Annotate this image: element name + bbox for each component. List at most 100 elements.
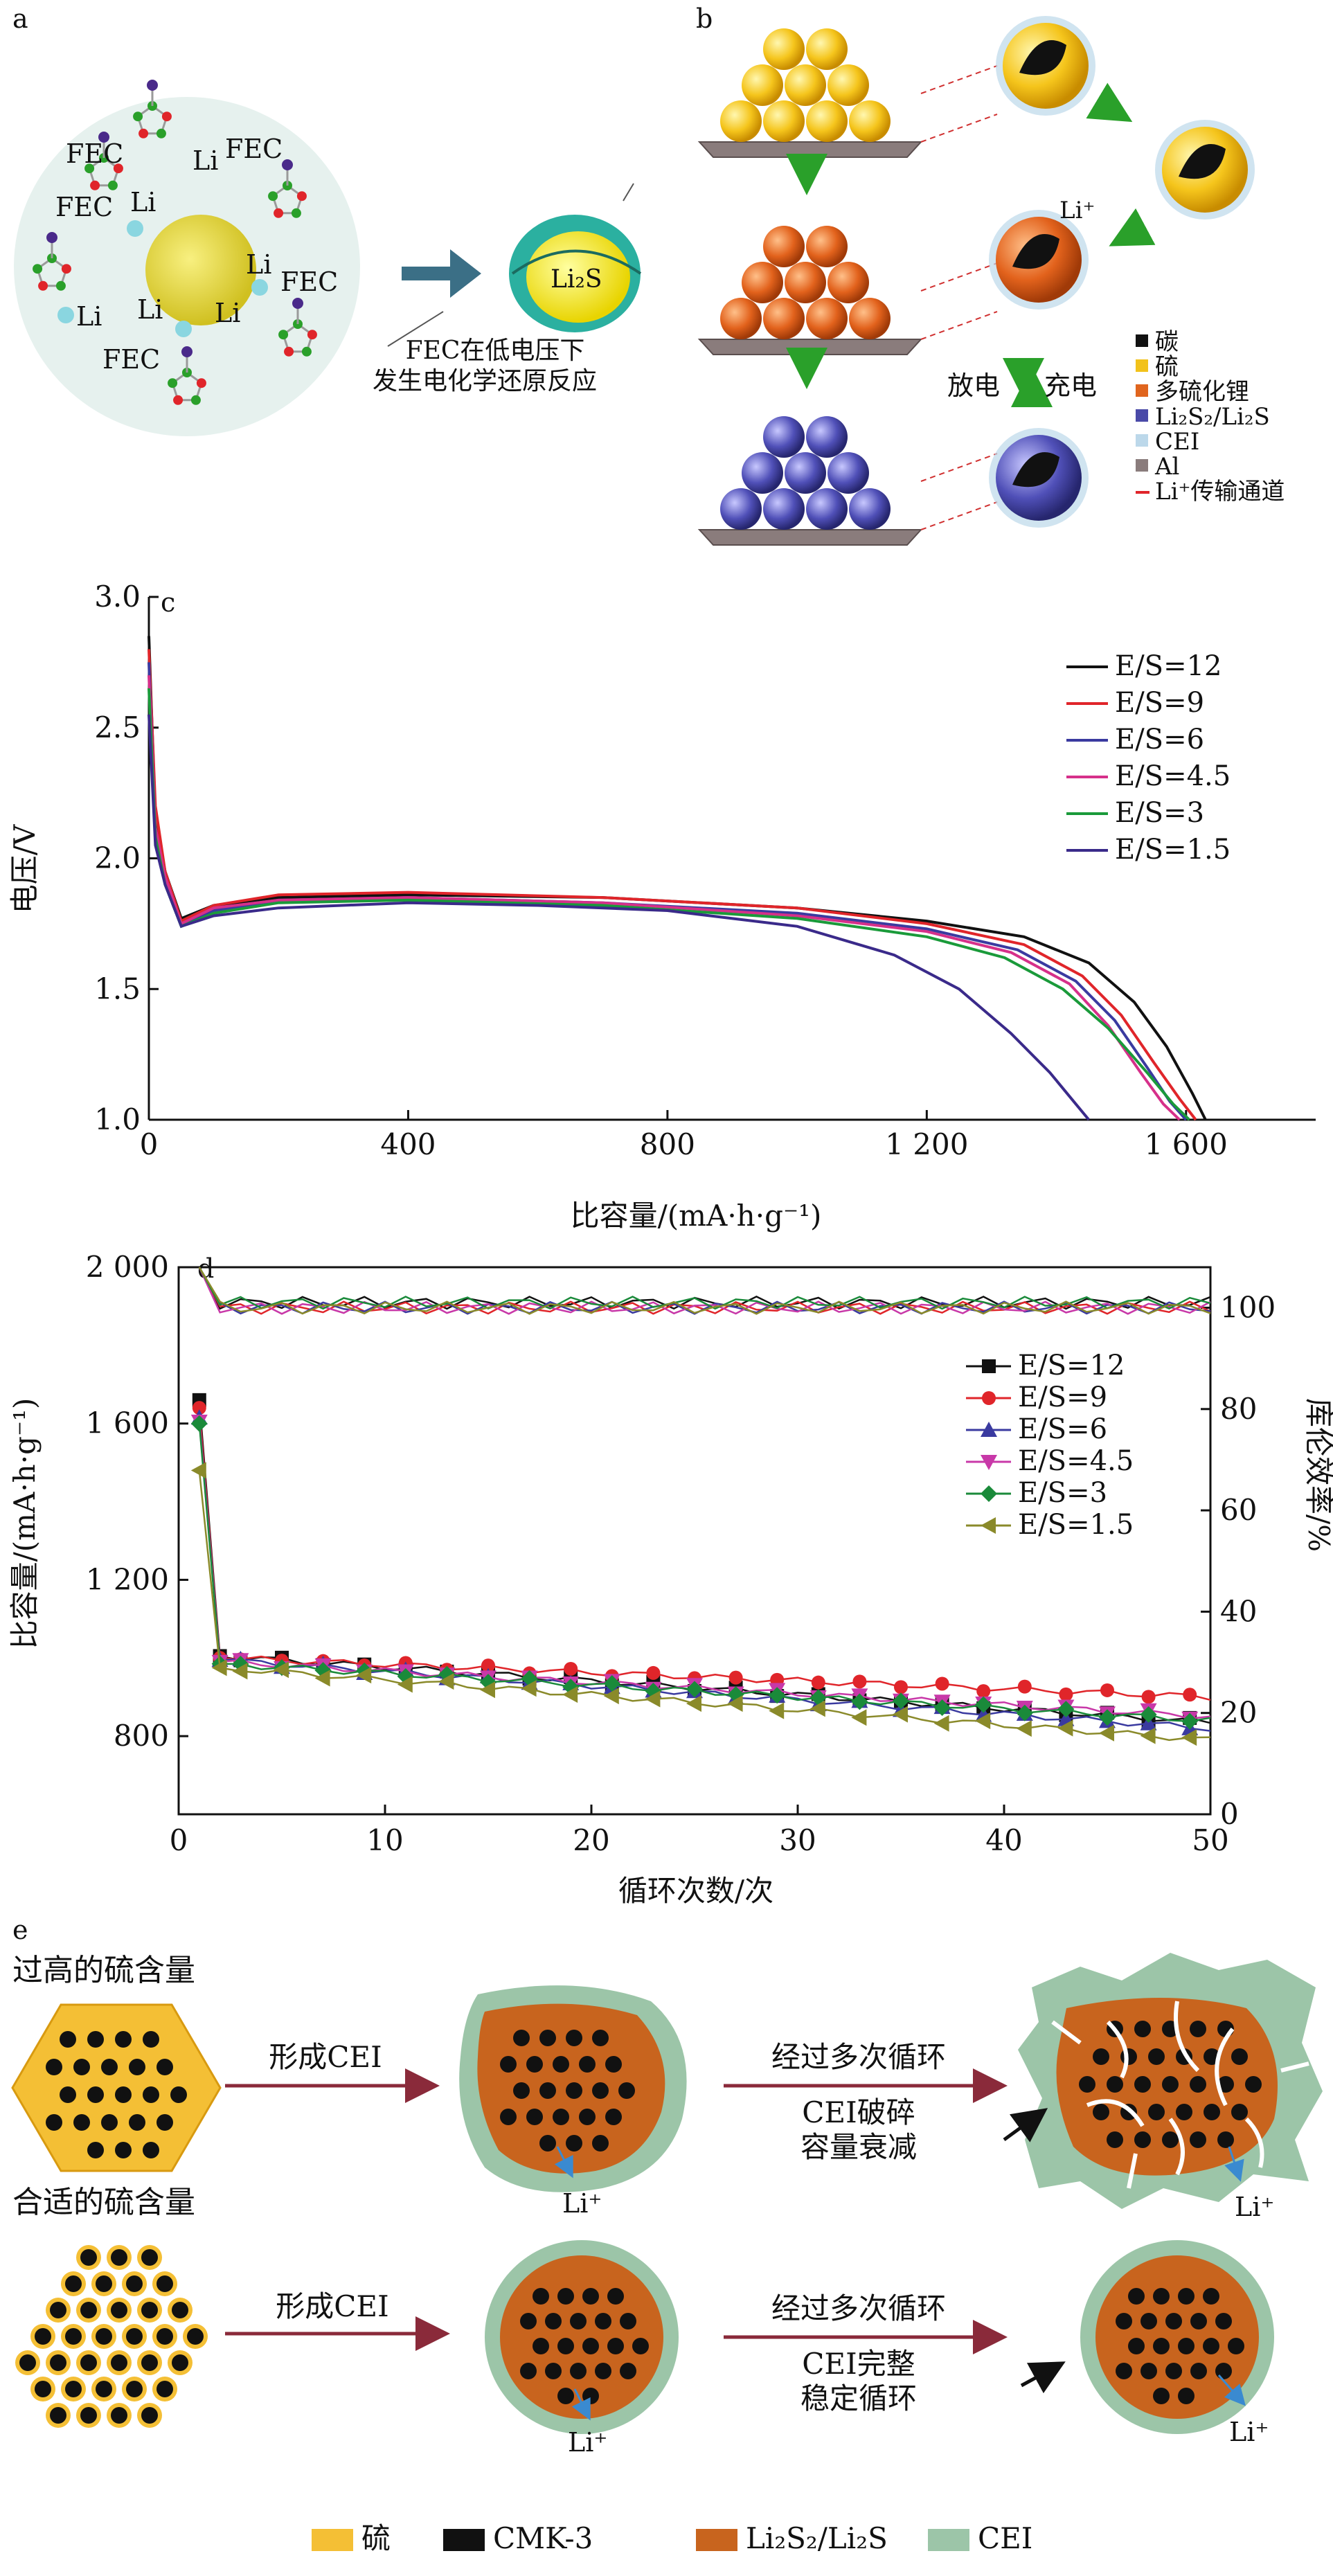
pore-dot	[579, 2109, 596, 2125]
series-line	[147, 636, 1207, 1120]
pore-dot	[1204, 2104, 1220, 2120]
data-point	[935, 1676, 949, 1691]
atom	[296, 191, 307, 202]
data-point	[981, 1422, 997, 1437]
data-point	[728, 1670, 743, 1685]
legend-swatch	[1136, 409, 1148, 422]
y-tick-label: 1 600	[86, 1406, 169, 1440]
li-label: Li	[193, 145, 218, 176]
atom	[274, 208, 284, 218]
pore-dot	[115, 2086, 132, 2103]
x-tick-label: 1 600	[1145, 1127, 1228, 1161]
data-point	[1057, 1701, 1075, 1718]
chart-c-legend: E/S=12 E/S=9 E/S=6 E/S=4.5 E/S=3 E/S=1.5	[1066, 650, 1231, 866]
legend-swatch	[312, 2529, 353, 2551]
pore-dot	[1107, 2076, 1123, 2093]
pore-dot	[582, 2388, 599, 2404]
pore-dot	[500, 2109, 517, 2125]
legend-label: Li₂S₂/Li₂S	[746, 2521, 888, 2555]
pore-dot	[620, 2363, 636, 2379]
atom	[196, 378, 206, 388]
pore-dot	[1148, 2104, 1165, 2120]
y-tick-label: 2.0	[94, 841, 141, 875]
pore-dot	[533, 2338, 549, 2354]
atom	[156, 128, 166, 138]
legend-label: E/S=3	[1018, 1477, 1107, 1509]
pore-dot	[1190, 2131, 1206, 2148]
data-point	[1059, 1687, 1073, 1701]
atom	[38, 280, 48, 291]
particle	[849, 100, 891, 142]
legend-swatch	[1136, 384, 1148, 397]
chart-c-xlabel: 比容量/(mA·h·g⁻¹)	[571, 1199, 822, 1233]
data-point	[1183, 1688, 1197, 1702]
legend-swatch	[1136, 459, 1148, 472]
pore-dot	[65, 2381, 82, 2397]
particle	[785, 452, 826, 494]
atom	[90, 180, 100, 190]
high-sulfur-title: 过高的硫含量	[12, 1953, 195, 1988]
data-point	[211, 1659, 227, 1676]
particle	[720, 298, 762, 339]
particle	[763, 298, 805, 339]
li-ion	[127, 220, 143, 237]
atom	[301, 346, 312, 357]
al-substrate	[697, 141, 923, 158]
pore-dot	[533, 2288, 549, 2305]
data-point	[1017, 1679, 1032, 1694]
chart-d-series	[190, 1267, 1211, 1746]
chart-d-y2label: 库伦效率/%	[1302, 1398, 1333, 1552]
pore-dot	[520, 2363, 537, 2379]
pore-dot	[101, 2114, 118, 2131]
pore-dot	[60, 2086, 76, 2103]
atom	[161, 111, 172, 122]
y2-tick-label: 40	[1220, 1594, 1257, 1628]
crack-lines	[1051, 2001, 1309, 2189]
particle	[849, 488, 891, 530]
legend-label: E/S=1.5	[1115, 834, 1231, 866]
pore-dot	[143, 2142, 159, 2158]
data-point	[438, 1673, 454, 1690]
legend-swatch	[1136, 334, 1148, 347]
pore-dot	[1190, 2363, 1207, 2379]
cmk3-pores	[1079, 2021, 1262, 2148]
plot-frame	[177, 1266, 1212, 1816]
pore-dot	[126, 2275, 143, 2292]
particle	[806, 226, 848, 267]
y2-tick-label: 20	[1220, 1696, 1257, 1730]
legend-label: E/S=1.5	[1018, 1509, 1134, 1541]
legend-label: E/S=12	[1115, 650, 1222, 682]
data-point	[1181, 1729, 1197, 1746]
high-result-1: CEI破碎	[802, 2095, 915, 2129]
pore-dot	[60, 2031, 76, 2048]
high-result-2: 容量衰减	[800, 2130, 917, 2164]
atom	[268, 191, 278, 202]
data-point	[933, 1699, 951, 1717]
li-plus-label: Li⁺	[1059, 197, 1095, 224]
data-point	[809, 1700, 825, 1717]
al-substrate	[697, 529, 923, 546]
legend-label: E/S=12	[1018, 1350, 1125, 1381]
pore-dot	[65, 2328, 82, 2345]
pore-dot	[566, 2082, 582, 2099]
pore-dot	[141, 2249, 158, 2266]
particle	[827, 262, 869, 303]
al-substrate	[697, 339, 923, 355]
legend-label: E/S=4.5	[1018, 1445, 1134, 1477]
panel-a: a FEC FEC FEC FEC FEC Li Li Li Li Li Li …	[12, 3, 642, 436]
atom	[181, 346, 193, 357]
pore-dot	[1215, 2363, 1232, 2379]
pore-dot	[513, 2030, 530, 2046]
efficiency-line	[198, 1267, 1211, 1310]
data-point	[686, 1695, 701, 1712]
callout-line	[623, 183, 634, 202]
data-point	[645, 1690, 661, 1708]
pore-dot	[1176, 2104, 1192, 2120]
series-line	[147, 714, 1090, 1121]
atom	[278, 330, 289, 340]
legend-swatch	[1136, 434, 1148, 447]
data-point	[1100, 1683, 1114, 1697]
pore-dot	[156, 2381, 173, 2397]
pore-dot	[141, 2354, 158, 2371]
